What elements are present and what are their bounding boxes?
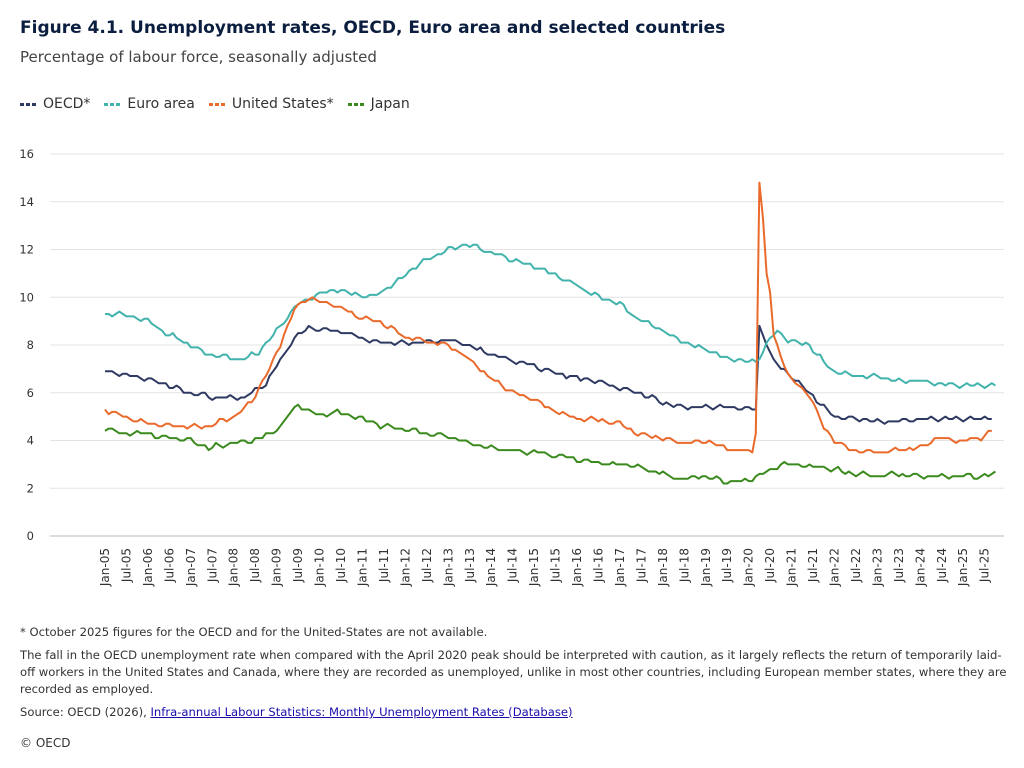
x-tick-label: Jul-22: [849, 548, 863, 583]
y-tick-label: 16: [19, 147, 34, 161]
x-tick-label: Jul-07: [205, 548, 219, 583]
x-tick-label: Jan-17: [613, 548, 627, 587]
x-tick-label: Jul-17: [634, 548, 648, 583]
chart-notes: * October 2025 figures for the OECD and …: [20, 624, 1010, 727]
x-tick-label: Jan-13: [441, 548, 455, 587]
legend-label-united-states: United States*: [231, 96, 334, 112]
x-tick-label: Jul-15: [549, 548, 563, 583]
series-line-japan: [104, 403, 996, 485]
y-tick-label: 4: [27, 434, 34, 448]
x-tick-label: Jul-18: [677, 548, 691, 583]
unemployment-line-chart: 0 2 4 6 8 10 12 14 16 Jan-05 Jul-05 Jan-06 Jul-06 Jan…: [19, 147, 1004, 587]
legend-item-japan[interactable]: Japan: [347, 96, 410, 112]
legend-label-oecd: OECD*: [43, 96, 91, 112]
y-tick-label: 8: [27, 338, 34, 352]
x-tick-label: Jan-18: [656, 548, 670, 587]
x-tick-label: Jul-21: [806, 548, 820, 583]
series-line-oecd: [105, 324, 992, 425]
x-tick-label: Jan-20: [742, 548, 756, 587]
x-tick-label: Jul-06: [162, 548, 176, 583]
legend-item-euro-area[interactable]: Euro area: [104, 96, 195, 112]
y-tick-label: 6: [27, 386, 34, 400]
y-tick-label: 12: [19, 243, 34, 257]
x-tick-label: Jul-08: [248, 548, 262, 583]
source-link[interactable]: Infra-annual Labour Statistics: Monthly …: [150, 705, 573, 719]
x-tick-label: Jul-23: [892, 548, 906, 583]
x-tick-label: Jul-11: [377, 548, 391, 583]
y-tick-label: 2: [27, 481, 34, 495]
x-tick-label: Jul-16: [591, 548, 605, 583]
footnote: * October 2025 figures for the OECD and …: [20, 625, 488, 639]
x-tick-label: Jan-14: [484, 548, 498, 587]
y-tick-label: 10: [19, 290, 34, 304]
x-tick-label: Jul-19: [720, 548, 734, 583]
x-tick-label: Jan-15: [527, 548, 541, 587]
caution-note: The fall in the OECD unemployment rate w…: [20, 648, 1007, 696]
x-tick-label: Jan-10: [313, 548, 327, 587]
x-tick-label: Jul-05: [119, 548, 133, 583]
source-note: Source: OECD (2026), Infra-annual Labour…: [20, 704, 1010, 721]
source-prefix: Source: OECD (2026),: [20, 705, 151, 719]
x-tick-label: Jan-12: [398, 548, 412, 587]
legend-swatch-oecd: [20, 102, 38, 106]
x-tick-label: Jan-05: [98, 548, 112, 587]
x-tick-label: Jan-06: [141, 548, 155, 587]
x-tick-label: Jul-24: [935, 548, 949, 583]
x-tick-label: Jan-08: [227, 548, 241, 587]
series-line-euro-area: [105, 243, 996, 389]
x-tick-label: Jan-11: [355, 548, 369, 587]
series-line-united-states: [104, 181, 992, 454]
x-tick-label: Jan-09: [270, 548, 284, 587]
legend-label-euro-area: Euro area: [127, 96, 195, 112]
x-tick-label: Jan-16: [570, 548, 584, 587]
copyright: © OECD: [20, 736, 71, 750]
x-tick-label: Jan-23: [870, 548, 884, 587]
legend-swatch-united-states: [208, 102, 227, 106]
x-tick-label: Jul-10: [334, 548, 348, 583]
chart-subtitle: Percentage of labour force, seasonally a…: [20, 48, 377, 66]
x-tick-label: Jul-20: [763, 548, 777, 583]
legend-swatch-japan: [347, 102, 366, 106]
x-tick-label: Jul-13: [463, 548, 477, 583]
x-tick-label: Jan-22: [828, 548, 842, 587]
x-tick-label: Jul-12: [420, 548, 434, 583]
x-tick-label: Jul-14: [506, 548, 520, 583]
legend-label-japan: Japan: [370, 96, 410, 112]
x-tick-label: Jul-25: [978, 548, 992, 583]
x-tick-label: Jan-19: [699, 548, 713, 587]
chart-legend: OECD* Euro area United States* Japan: [20, 96, 410, 112]
x-tick-label: Jul-09: [291, 548, 305, 583]
y-tick-label: 14: [19, 195, 34, 209]
legend-item-united-states[interactable]: United States*: [208, 96, 334, 112]
legend-item-oecd[interactable]: OECD*: [20, 96, 90, 112]
x-tick-label: Jan-07: [184, 548, 198, 587]
y-tick-label: 0: [27, 529, 34, 543]
x-tick-label: Jan-24: [913, 548, 927, 587]
page-title: Figure 4.1. Unemployment rates, OECD, Eu…: [20, 18, 726, 38]
legend-swatch-euro-area: [104, 102, 123, 106]
x-tick-label: Jan-25: [956, 548, 970, 587]
x-tick-label: Jan-21: [785, 548, 799, 587]
